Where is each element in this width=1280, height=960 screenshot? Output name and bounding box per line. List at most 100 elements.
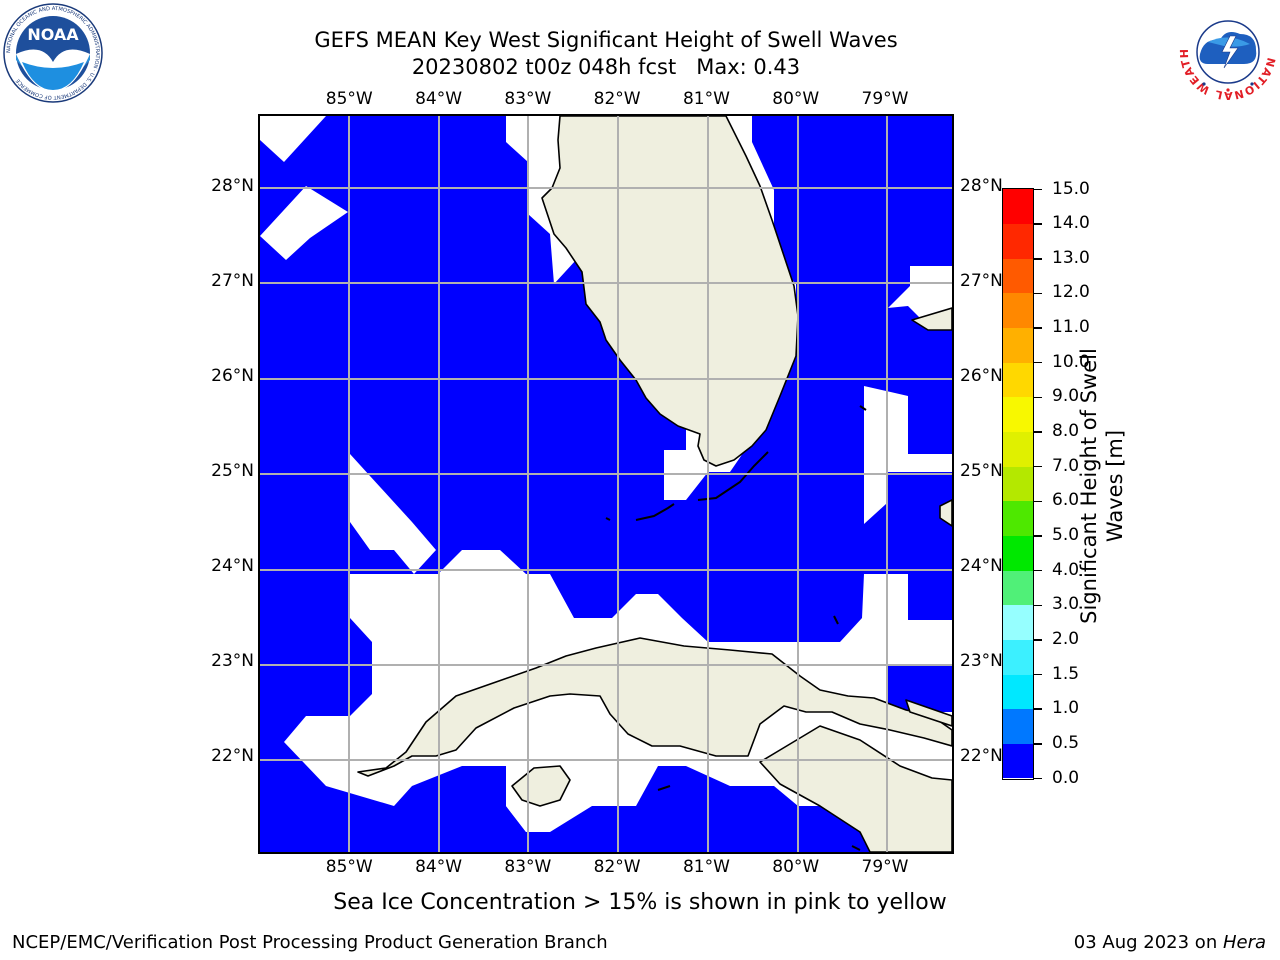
lat-label-left: 24°N (211, 556, 254, 577)
chart-title: GEFS MEAN Key West Significant Height of… (314, 28, 898, 52)
noaa-logo: NATIONAL OCEANIC AND ATMOSPHERIC ADMINIS… (3, 3, 103, 103)
lat-label-right: 23°N (960, 651, 1003, 672)
colorbar-bin (1003, 396, 1033, 433)
colorbar-tick-label: 2.0 (1052, 628, 1080, 649)
colorbar-tick-mark (1034, 569, 1042, 572)
lon-label-bottom: 80°W (772, 857, 820, 877)
lat-label-right: 22°N (960, 746, 1003, 767)
colorbar-tick-label: 1.5 (1052, 663, 1080, 684)
colorbar-bin (1003, 570, 1033, 606)
lon-label-bottom: 79°W (861, 857, 909, 877)
colorbar-bin (1003, 466, 1033, 502)
sea-ice-note: Sea Ice Concentration > 15% is shown in … (333, 890, 947, 915)
lat-label-right: 25°N (960, 461, 1003, 482)
colorbar-tick-label: 5.0 (1052, 524, 1080, 545)
colorbar-bin (1003, 500, 1033, 536)
colorbar-bin (1003, 674, 1033, 710)
colorbar-tick-label: 1.0 (1052, 698, 1080, 719)
colorbar-bin (1003, 708, 1033, 744)
colorbar-tick-mark (1034, 604, 1042, 606)
lat-label-left: 26°N (211, 366, 254, 387)
lon-label-bottom: 81°W (682, 857, 730, 877)
colorbar-tick-label: 7.0 (1052, 455, 1080, 476)
colorbar-tick-label: 4.0 (1052, 559, 1080, 580)
colorbar-bin (1003, 292, 1033, 329)
colorbar-tick-label: 9.0 (1052, 386, 1080, 407)
colorbar-tick-mark (1034, 708, 1042, 710)
colorbar-tick-mark (1034, 223, 1042, 225)
colorbar-tick-label: 6.0 (1052, 490, 1080, 511)
colorbar-tick-label: 14.0 (1052, 213, 1090, 234)
colorbar-tick-mark (1034, 500, 1042, 503)
colorbar-tick-mark (1034, 258, 1042, 260)
lon-label-top: 84°W (415, 89, 463, 109)
florida-keys (605, 405, 867, 851)
lon-label-bottom: 85°W (325, 857, 373, 877)
footer-credit: NCEP/EMC/Verification Post Processing Pr… (12, 932, 608, 953)
colorbar-tick-mark (1034, 431, 1042, 433)
lat-label-left: 22°N (211, 746, 254, 767)
lat-label-left: 23°N (211, 651, 254, 672)
lon-label-bottom: 83°W (504, 857, 552, 877)
lat-label-right: 27°N (960, 271, 1003, 292)
land (357, 116, 952, 852)
colorbar-bin (1003, 327, 1033, 363)
colorbar-bin (1003, 743, 1033, 779)
swell-height-map (260, 116, 952, 852)
colorbar-bin (1003, 362, 1033, 398)
colorbar-bin (1003, 189, 1033, 225)
colorbar (1002, 188, 1034, 780)
noaa-logo-text: NOAA (27, 25, 79, 44)
lat-label-right: 28°N (960, 176, 1003, 197)
colorbar-tick-mark (1034, 188, 1042, 191)
lon-label-bottom: 84°W (415, 857, 463, 877)
lat-label-left: 27°N (211, 271, 254, 292)
lat-label-right: 26°N (960, 366, 1003, 387)
colorbar-tick-mark (1034, 743, 1042, 745)
colorbar-bin (1003, 431, 1033, 467)
colorbar-tick-mark (1034, 361, 1042, 364)
colorbar-bin (1003, 639, 1033, 675)
lon-label-top: 82°W (593, 89, 641, 109)
colorbar-tick-mark (1034, 535, 1042, 537)
colorbar-tick-mark (1034, 396, 1042, 399)
colorbar-tick-label: 12.0 (1052, 282, 1090, 303)
bahamas-grand (911, 307, 952, 331)
lat-label-left: 28°N (211, 176, 254, 197)
colorbar-tick-label: 10.0 (1052, 351, 1090, 372)
footer-date: 03 Aug 2023 on Hera (1074, 932, 1266, 953)
colorbar-tick-label: 8.0 (1052, 421, 1080, 442)
lon-label-top: 81°W (682, 89, 730, 109)
colorbar-tick-mark (1034, 292, 1042, 295)
colorbar-tick-label: 13.0 (1052, 247, 1090, 268)
lon-label-top: 85°W (325, 89, 373, 109)
colorbar-tick-mark (1034, 673, 1042, 676)
nws-logo: NATIONAL WEATHER SERVICE (1178, 2, 1277, 102)
colorbar-tick-label: 15.0 (1052, 178, 1090, 199)
lon-label-top: 79°W (861, 89, 909, 109)
colorbar-tick-mark (1034, 327, 1042, 329)
colorbar-bin (1003, 604, 1033, 640)
footer-machine: Hera (1222, 932, 1266, 953)
colorbar-tick-label: 3.0 (1052, 594, 1080, 615)
bahamas-cays (905, 699, 952, 727)
lon-label-top: 80°W (772, 89, 820, 109)
cuba (357, 637, 952, 777)
isle-of-youth (511, 765, 571, 807)
colorbar-label: Significant Height of Swell Waves [m] (1077, 348, 1127, 624)
colorbar-tick-label: 11.0 (1052, 317, 1090, 338)
lon-label-top: 83°W (504, 89, 552, 109)
chart-subtitle: 20230802 t00z 048h fcst Max: 0.43 (411, 55, 801, 79)
colorbar-tick-label: 0.5 (1052, 732, 1080, 753)
map-panel (258, 114, 954, 854)
footer-date-text: 03 Aug 2023 on (1073, 932, 1223, 953)
lat-label-right: 24°N (960, 556, 1003, 577)
colorbar-bin (1003, 258, 1033, 294)
colorbar-tick-label: 0.0 (1052, 767, 1080, 788)
lat-label-left: 25°N (211, 461, 254, 482)
colorbar-bin (1003, 223, 1033, 259)
colorbar-tick-mark (1034, 777, 1042, 780)
lon-label-bottom: 82°W (593, 857, 641, 877)
colorbar-tick-mark (1034, 465, 1042, 468)
hispaniola-edge (759, 725, 952, 852)
